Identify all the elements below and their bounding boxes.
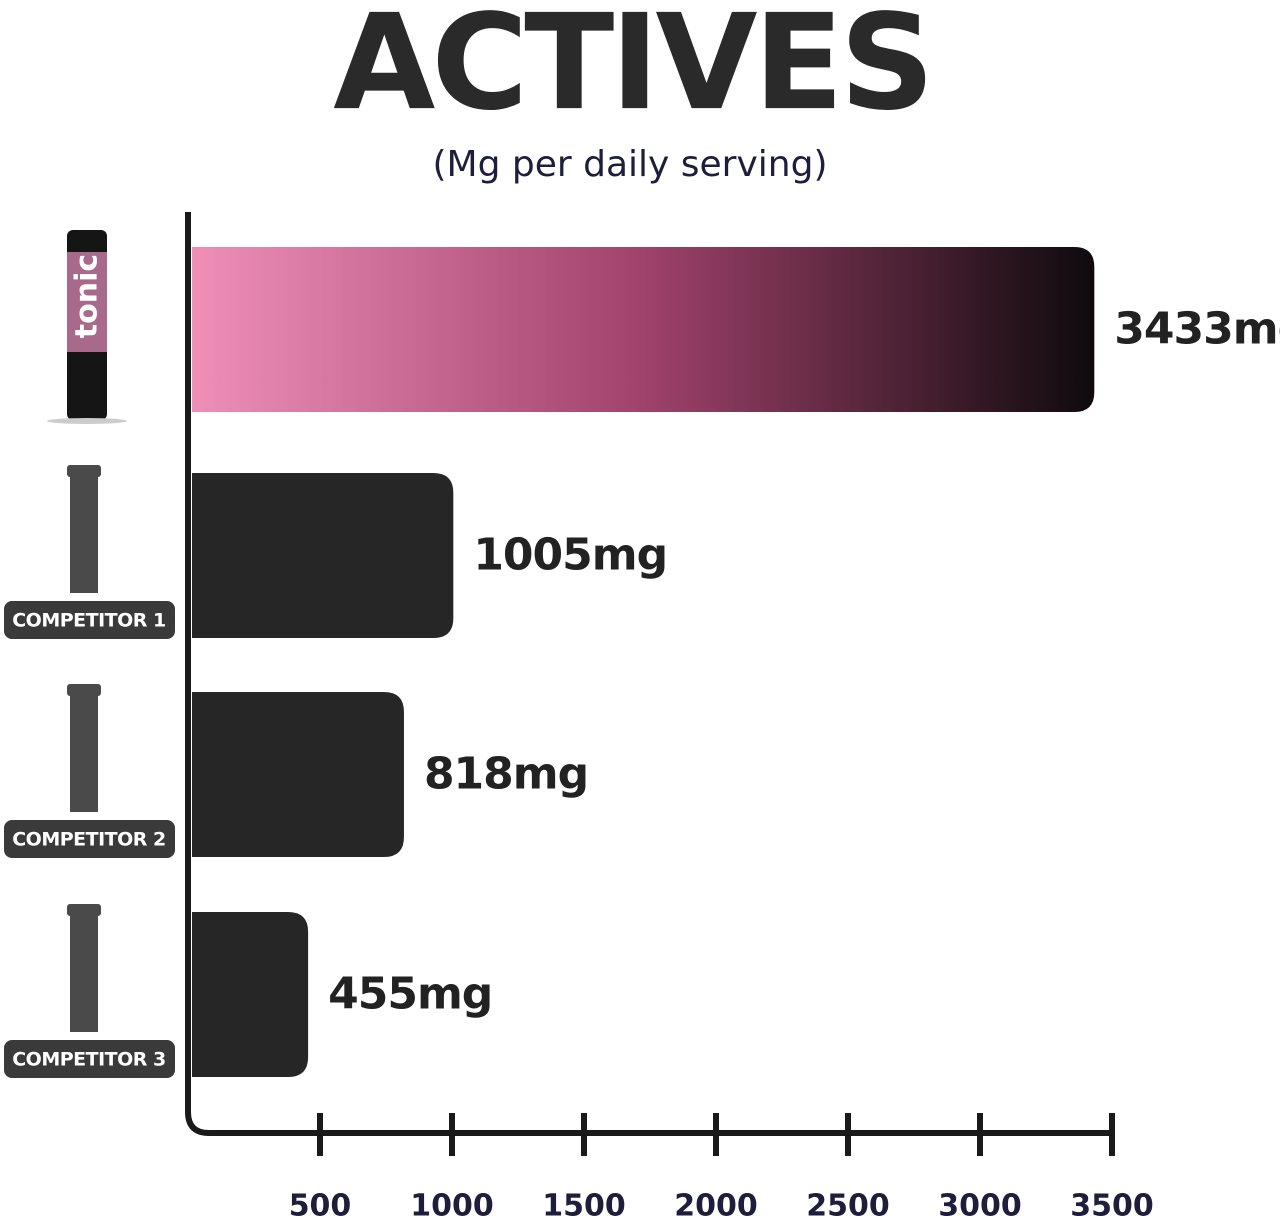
x-tick-label: 1000 bbox=[410, 1189, 494, 1223]
chart-title: ACTIVES bbox=[333, 0, 931, 140]
x-tick-label: 1500 bbox=[542, 1189, 626, 1223]
competitor-label: COMPETITOR 3 bbox=[12, 1049, 166, 1071]
competitor-label: COMPETITOR 1 bbox=[12, 610, 166, 632]
product-name: tonic bbox=[70, 254, 105, 338]
value-label: 1005mg bbox=[473, 530, 667, 581]
competitor-tube bbox=[70, 692, 98, 812]
bar bbox=[192, 912, 309, 1077]
bar bbox=[192, 473, 454, 638]
x-tick-label: 2000 bbox=[674, 1189, 758, 1223]
product-band bbox=[67, 252, 107, 352]
x-tick-label: 3500 bbox=[1070, 1189, 1154, 1223]
x-tick-label: 3000 bbox=[938, 1189, 1022, 1223]
competitor-tube bbox=[70, 473, 98, 593]
bar bbox=[192, 247, 1095, 412]
x-tick-label: 500 bbox=[289, 1189, 352, 1223]
chart-subtitle: (Mg per daily serving) bbox=[432, 144, 827, 185]
axis bbox=[185, 212, 1112, 1136]
competitor-tube bbox=[70, 912, 98, 1032]
x-tick-label: 2500 bbox=[806, 1189, 890, 1223]
bar bbox=[192, 692, 404, 857]
competitor-label-bg bbox=[4, 820, 175, 858]
product-shadow bbox=[47, 418, 127, 424]
competitor-label-bg bbox=[4, 1040, 175, 1078]
value-label: 818mg bbox=[424, 749, 588, 800]
value-label: 455mg bbox=[328, 969, 492, 1020]
competitor-label: COMPETITOR 2 bbox=[12, 829, 166, 851]
value-label: 3433mg bbox=[1114, 304, 1280, 355]
competitor-label-bg bbox=[4, 601, 175, 639]
